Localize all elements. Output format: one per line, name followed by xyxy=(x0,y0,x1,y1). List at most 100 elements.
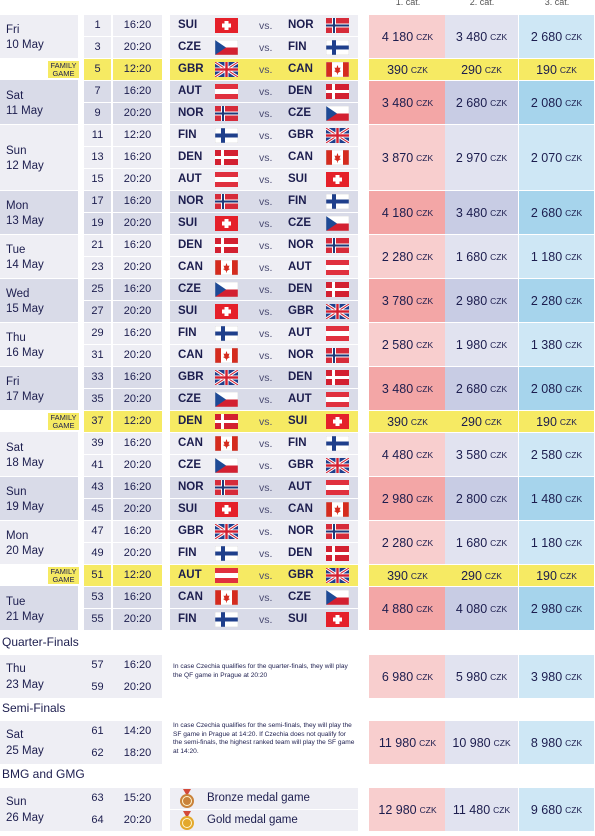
price-value: 2 680 xyxy=(455,381,488,396)
away-team: FIN xyxy=(288,41,307,53)
currency-label: CZK xyxy=(565,603,583,614)
day-label: Sun xyxy=(6,145,27,157)
gbr-flag-icon xyxy=(326,128,349,143)
currency-label: CZK xyxy=(416,152,434,163)
price-cat3: 9 680 CZK xyxy=(519,788,594,831)
currency-label: CZK xyxy=(416,251,434,262)
day-cell xyxy=(0,15,78,58)
away-team: SUI xyxy=(288,415,308,427)
day-label: Thu xyxy=(6,332,26,344)
home-team: DEN xyxy=(178,415,203,427)
away-team: GBR xyxy=(288,305,314,317)
fin-flag-icon xyxy=(326,194,349,209)
price-value: 4 480 xyxy=(381,447,414,462)
currency-label: CZK xyxy=(490,449,508,460)
price-cat2: 2 970 CZK xyxy=(445,125,518,190)
currency-label: CZK xyxy=(565,251,583,262)
day-label: Sun xyxy=(6,796,27,808)
home-team: CAN xyxy=(178,349,203,361)
game-number: 49 xyxy=(91,547,104,559)
currency-label: CZK xyxy=(416,537,434,548)
cze-flag-icon xyxy=(215,282,238,297)
home-team: SUI xyxy=(178,305,198,317)
sui-flag-icon xyxy=(215,304,238,319)
game-number: 64 xyxy=(91,814,104,826)
game-number: 41 xyxy=(91,459,104,471)
game-number-cell xyxy=(84,609,111,630)
family-price-cat1: 390 CZK xyxy=(369,565,446,586)
fin-flag-icon xyxy=(215,128,238,143)
price-value: 12 980 xyxy=(378,802,417,817)
sui-flag-icon xyxy=(326,172,349,187)
currency-label: CZK xyxy=(490,207,508,218)
price-cat2: 10 980 CZK xyxy=(445,721,518,764)
price-value: 2 280 xyxy=(381,535,414,550)
game-number-cell xyxy=(84,279,111,300)
day-cell xyxy=(0,279,78,322)
can-flag-icon xyxy=(326,150,349,165)
fin-flag-icon xyxy=(215,612,238,627)
versus-label: vs. xyxy=(259,86,273,98)
day-cell xyxy=(0,125,78,190)
time-cell xyxy=(113,103,162,124)
away-team: SUI xyxy=(288,173,308,185)
home-team: AUT xyxy=(178,569,202,581)
family-game-badge: FAMILY GAME xyxy=(48,61,79,78)
price-value: 190 xyxy=(536,414,557,429)
date-label: 21 May xyxy=(6,611,44,623)
game-number-cell xyxy=(84,169,111,190)
medal-game-cell xyxy=(170,788,358,809)
game-time: 20:20 xyxy=(123,681,152,693)
game-time: 20:20 xyxy=(123,459,152,471)
date-label: 14 May xyxy=(6,259,44,271)
game-number-cell xyxy=(84,455,111,476)
price-value: 3 480 xyxy=(455,205,488,220)
qualification-note: In case Czechia qualifies for the quarte… xyxy=(173,663,348,679)
price-cat1: 2 280 CZK xyxy=(369,521,446,564)
home-team: NOR xyxy=(178,107,204,119)
price-value: 2 080 xyxy=(530,381,563,396)
versus-label: vs. xyxy=(259,592,273,604)
home-team: GBR xyxy=(178,63,204,75)
date-label: 20 May xyxy=(6,545,44,557)
price-value: 390 xyxy=(387,414,408,429)
time-cell xyxy=(113,147,162,168)
section-title: Semi-Finals xyxy=(2,701,66,715)
den-flag-icon xyxy=(215,238,238,253)
game-number: 1 xyxy=(94,19,101,31)
price-cat1: 6 980 CZK xyxy=(369,655,446,698)
price-cat1: 12 980 CZK xyxy=(369,788,446,831)
currency-label: CZK xyxy=(493,737,511,748)
price-cat1: 4 180 CZK xyxy=(369,15,446,58)
home-team: NOR xyxy=(178,195,204,207)
away-team: FIN xyxy=(288,195,307,207)
game-number: 45 xyxy=(91,503,104,515)
category-header: 3. cat. xyxy=(544,0,570,7)
den-flag-icon xyxy=(215,414,238,429)
can-flag-icon xyxy=(215,260,238,275)
game-number: 55 xyxy=(91,613,104,625)
price-cat3: 2 070 CZK xyxy=(519,125,594,190)
game-number-cell xyxy=(84,37,111,58)
gbr-flag-icon xyxy=(215,62,238,77)
game-time: 16:20 xyxy=(123,151,152,163)
medal-game-label: Gold medal game xyxy=(207,814,298,826)
fin-flag-icon xyxy=(215,546,238,561)
price-value: 1 180 xyxy=(530,535,563,550)
game-number-cell xyxy=(84,301,111,322)
game-number-cell xyxy=(84,103,111,124)
game-number: 7 xyxy=(94,85,101,97)
game-number: 27 xyxy=(91,305,104,317)
time-cell xyxy=(113,235,162,256)
currency-label: CZK xyxy=(416,295,434,306)
game-number: 19 xyxy=(91,217,104,229)
game-time: 12:20 xyxy=(123,569,152,581)
away-team: DEN xyxy=(288,371,313,383)
day-label: Mon xyxy=(6,530,29,542)
day-cell xyxy=(0,235,78,278)
game-number: 57 xyxy=(91,659,104,671)
can-flag-icon xyxy=(215,348,238,363)
versus-label: vs. xyxy=(259,174,273,186)
time-cell xyxy=(113,499,162,520)
day-cell xyxy=(0,655,162,698)
